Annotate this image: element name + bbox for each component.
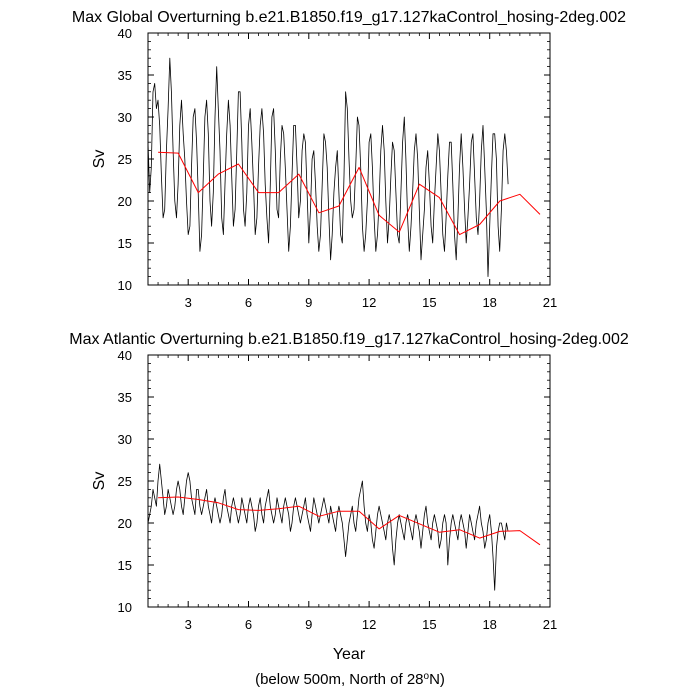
global-series-annual-mean-line — [158, 151, 541, 236]
y-tick-label: 25 — [118, 152, 132, 167]
x-tick-label: 15 — [422, 295, 436, 310]
y-tick-label: 35 — [118, 390, 132, 405]
atlantic-x-axis-label: Year — [333, 646, 366, 663]
y-tick-label: 10 — [118, 600, 132, 615]
x-tick-label: 18 — [482, 295, 496, 310]
atlantic-chart-title: Max Atlantic Overturning b.e21.B1850.f19… — [69, 331, 629, 348]
x-tick-label: 9 — [305, 617, 312, 632]
x-tick-label: 21 — [543, 617, 557, 632]
x-tick-label: 3 — [185, 295, 192, 310]
x-tick-label: 12 — [362, 617, 376, 632]
footnote-suffix: N) — [429, 671, 445, 688]
y-tick-label: 25 — [118, 474, 132, 489]
y-tick-label: 40 — [118, 348, 132, 363]
y-tick-label: 35 — [118, 68, 132, 83]
x-tick-label: 15 — [422, 617, 436, 632]
x-tick-label: 18 — [482, 617, 496, 632]
x-tick-label: 9 — [305, 295, 312, 310]
y-tick-label: 40 — [118, 26, 132, 41]
x-tick-label: 6 — [245, 295, 252, 310]
atlantic-series-monthly-line — [147, 463, 509, 591]
global-chart-title: Max Global Overturning b.e21.B1850.f19_g… — [72, 9, 626, 26]
footnote-prefix: (below 500m, North of 28 — [255, 671, 423, 688]
footnote-degree: o — [424, 671, 430, 682]
y-tick-label: 20 — [118, 516, 132, 531]
y-tick-label: 15 — [118, 558, 132, 573]
global-series-monthly-line — [147, 57, 509, 278]
x-tick-label: 21 — [543, 295, 557, 310]
y-tick-label: 30 — [118, 432, 132, 447]
y-tick-label: 10 — [118, 278, 132, 293]
footnote: (below 500m, North of 28oN) — [255, 671, 445, 689]
x-tick-label: 6 — [245, 617, 252, 632]
x-tick-label: 12 — [362, 295, 376, 310]
atlantic-series-annual-mean-line — [158, 496, 541, 546]
y-tick-label: 15 — [118, 236, 132, 251]
x-tick-label: 3 — [185, 617, 192, 632]
y-tick-label: 20 — [118, 194, 132, 209]
y-tick-label: 30 — [118, 110, 132, 125]
atlantic-plot-frame — [147, 354, 551, 608]
atlantic-y-axis-label: Sv — [91, 472, 108, 491]
global-y-axis-label: Sv — [91, 150, 108, 169]
atlantic-overturning-panel: Max Atlantic Overturning b.e21.B1850.f19… — [69, 331, 629, 663]
global-overturning-panel: Max Global Overturning b.e21.B1850.f19_g… — [72, 9, 626, 310]
